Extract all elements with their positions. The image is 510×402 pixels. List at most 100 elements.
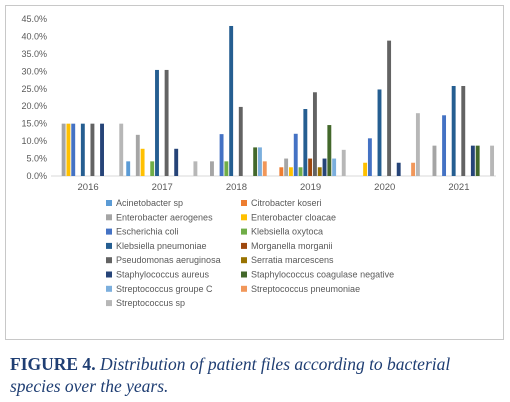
bar xyxy=(367,138,372,176)
legend-swatch xyxy=(241,214,247,221)
y-tick-label: 20.0% xyxy=(21,101,47,111)
legend-label: Klebsiella oxytoca xyxy=(251,227,323,237)
bar xyxy=(174,148,179,176)
bar xyxy=(119,123,124,176)
x-tick-label: 2016 xyxy=(78,182,99,193)
y-tick-label: 35.0% xyxy=(21,49,47,59)
bar xyxy=(377,89,382,176)
legend-swatch xyxy=(106,271,112,278)
bar xyxy=(100,123,104,176)
y-tick-label: 30.0% xyxy=(21,66,47,76)
bar xyxy=(284,158,289,176)
bar xyxy=(396,162,401,176)
legend-label: Staphylococcus aureus xyxy=(116,270,210,280)
bar xyxy=(164,69,169,176)
legend-label: Enterobacter aerogenes xyxy=(116,212,213,222)
legend-label: Staphylococcus coagulase negative xyxy=(251,270,394,280)
x-tick-label: 2017 xyxy=(152,182,173,193)
bar xyxy=(387,40,392,177)
y-tick-label: 15.0% xyxy=(21,119,47,129)
bar xyxy=(279,167,284,176)
legend-label: Streptococcus pneumoniae xyxy=(251,284,360,294)
bar xyxy=(258,147,262,176)
legend-label: Streptococcus groupe C xyxy=(116,284,213,294)
figure-caption-label: FIGURE 4 xyxy=(10,354,92,374)
y-tick-label: 0.0% xyxy=(26,171,47,181)
legend-swatch xyxy=(241,285,247,292)
bar xyxy=(317,167,322,176)
bar xyxy=(126,161,131,176)
legend-swatch xyxy=(106,257,112,264)
x-tick-label: 2021 xyxy=(448,182,469,193)
bar xyxy=(210,161,214,176)
legend-label: Enterobacter cloacae xyxy=(251,212,336,222)
legend-swatch xyxy=(241,228,247,235)
bar xyxy=(193,161,198,176)
legend-label: Escherichia coli xyxy=(116,227,179,237)
legend-label: Acinetobacter sp xyxy=(116,198,183,208)
bar xyxy=(363,162,368,176)
bar xyxy=(475,145,480,176)
legend-label: Citrobacter koseri xyxy=(251,198,322,208)
y-tick-label: 45.0% xyxy=(21,14,47,24)
bar xyxy=(293,133,298,176)
bar xyxy=(332,158,337,176)
bar xyxy=(90,123,95,176)
x-tick-label: 2020 xyxy=(374,182,395,193)
legend-label: Morganella morganii xyxy=(251,241,333,251)
y-tick-label: 5.0% xyxy=(26,154,47,164)
bar xyxy=(308,158,313,176)
legend-swatch xyxy=(106,300,112,307)
bar xyxy=(80,123,85,176)
bar xyxy=(490,145,495,176)
bar xyxy=(312,92,317,176)
bar xyxy=(150,161,155,176)
x-tick-label: 2019 xyxy=(300,182,321,193)
legend-swatch xyxy=(106,214,112,221)
legend-label: Serratia marcescens xyxy=(251,255,334,265)
bar xyxy=(298,167,303,176)
bar xyxy=(288,167,293,176)
legend-swatch xyxy=(106,242,112,249)
x-tick-label: 2018 xyxy=(226,182,247,193)
bar xyxy=(224,161,229,176)
y-tick-label: 25.0% xyxy=(21,84,47,94)
bar xyxy=(140,148,145,176)
legend-swatch xyxy=(241,271,247,278)
bar xyxy=(442,115,447,176)
legend-label: Streptococcus sp xyxy=(116,298,185,308)
bar xyxy=(135,134,140,176)
bar xyxy=(155,69,159,176)
bar xyxy=(432,145,437,176)
bar xyxy=(461,85,466,176)
bar xyxy=(327,125,332,176)
bar xyxy=(238,106,243,176)
bar xyxy=(303,109,308,176)
legend-swatch xyxy=(241,257,247,264)
bar xyxy=(229,25,234,176)
legend-label: Pseudomonas aeruginosa xyxy=(116,255,221,265)
figure-caption-text: Distribution of patient files according … xyxy=(10,354,451,396)
bar xyxy=(451,85,456,176)
bar xyxy=(411,162,416,176)
bar xyxy=(253,147,258,176)
bar xyxy=(341,149,346,176)
bar xyxy=(219,134,224,176)
legend-swatch xyxy=(241,242,247,249)
legend-label: Klebsiella pneumoniae xyxy=(116,241,207,251)
chart-frame: 0.0% 5.0% 10.0% 15.0% 20.0% 25.0% 30.0% 35.0% 40… xyxy=(5,5,504,340)
bar xyxy=(470,145,475,176)
bar xyxy=(71,123,76,176)
figure-caption: FIGURE 4. Distribution of patient files … xyxy=(10,354,451,396)
bar xyxy=(262,161,267,176)
y-tick-label: 40.0% xyxy=(21,31,47,41)
bar xyxy=(66,123,71,176)
bar xyxy=(61,123,66,176)
bar xyxy=(322,158,327,176)
bar xyxy=(415,113,420,176)
y-tick-label: 10.0% xyxy=(21,136,47,146)
bar-chart: 0.0% 5.0% 10.0% 15.0% 20.0% 25.0% 30.0% 35.0% 40… xyxy=(21,14,496,308)
legend-swatch xyxy=(106,200,112,206)
legend-swatch xyxy=(241,200,247,206)
legend-swatch xyxy=(106,228,112,235)
